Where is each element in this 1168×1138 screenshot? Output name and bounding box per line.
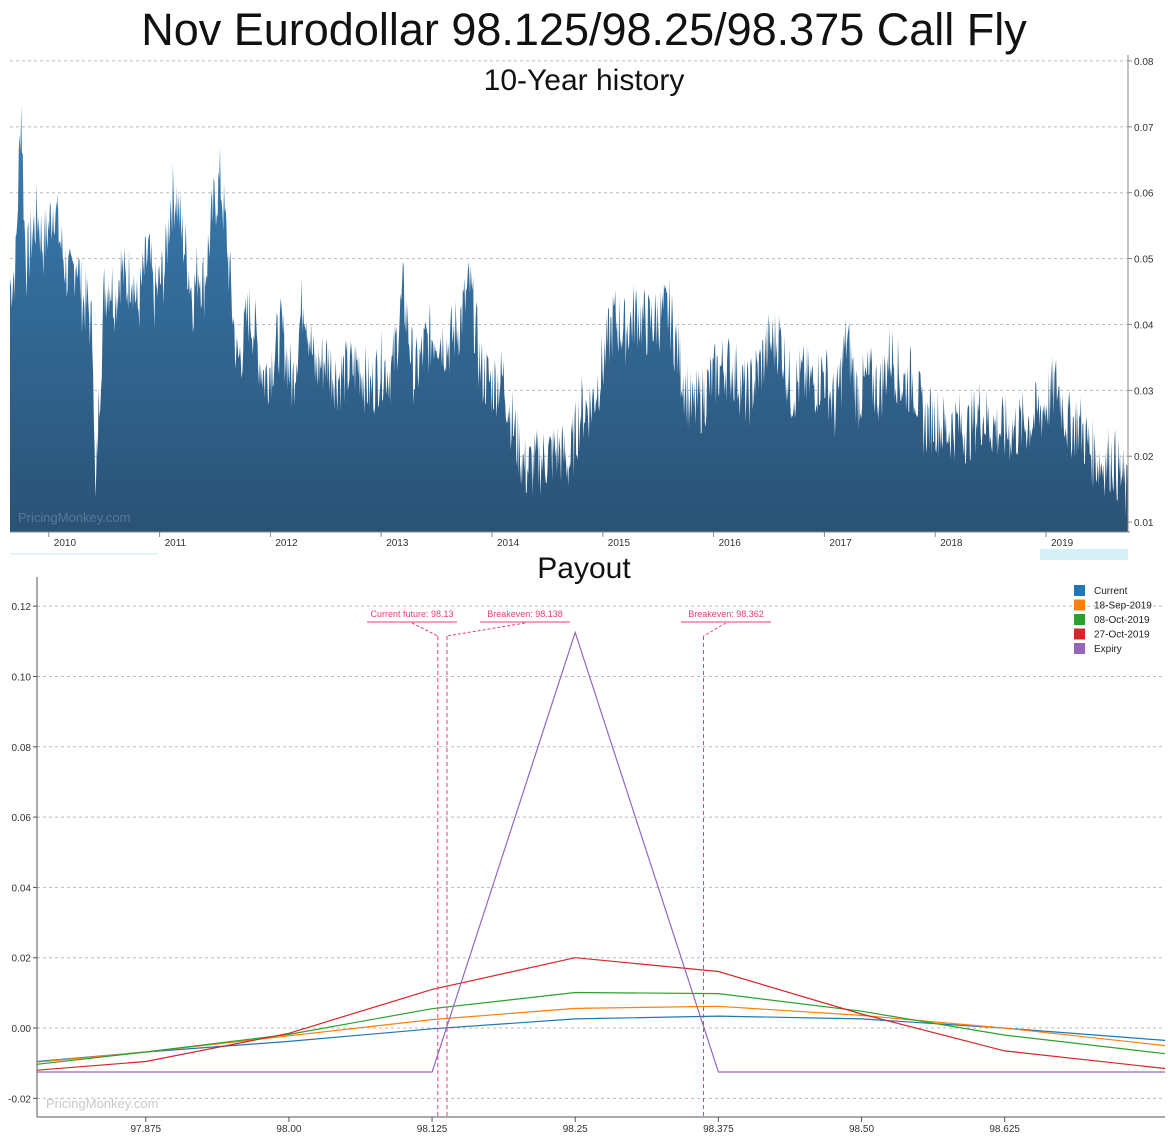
payout-y-tick-label: 0.10 [12,672,32,683]
payout-y-tick-label: 0.06 [12,813,32,824]
history-y-tick-label: 0.05 [1134,255,1154,266]
history-x-tick-label: 2015 [608,538,631,549]
history-x-tick-label: 2010 [54,538,77,549]
payout-x-tick-label: 98.125 [417,1124,448,1135]
payout-y-tick-label: 0.02 [12,954,32,965]
payout-chart-title: Payout [537,552,631,585]
payout-line-expiry[interactable] [37,630,1165,1073]
history-x-tick-label: 2011 [165,538,187,549]
history-chart-title: 10-Year history [483,64,685,97]
annotation-leader [703,622,727,637]
payout-x-ticks: 97.875 98.00 98.125 98.25 98.375 98.50 98.625 [130,1117,1020,1135]
legend-swatch [1074,628,1085,640]
history-y-tick-label: 0.07 [1134,123,1154,134]
payout-y-ticks: -0.02 0.00 0.02 0.04 0.06 0.08 0.10 0.12 [8,602,37,1105]
legend-swatch [1074,599,1085,611]
history-x-tick-label: 2016 [719,538,742,549]
payout-y-tick-label: 0.08 [12,743,32,754]
annotation-label: Breakeven: 98.138 [487,609,563,619]
payout-y-tick-label: 0.00 [12,1024,32,1035]
legend-swatch [1074,643,1085,654]
history-x-tick-label: 2014 [497,538,520,549]
payout-y-tick-label: 0.12 [12,602,32,613]
history-x-tick-label: 2019 [1051,538,1074,549]
history-plot [10,105,1128,532]
payout-y-tick-label: -0.02 [8,1094,31,1105]
history-y-tick-label: 0.01 [1134,518,1154,529]
history-x-tick-label: 2013 [386,538,409,549]
payout-series [36,630,1166,1073]
chart-title: Nov Eurodollar 98.125/98.25/98.375 Call … [141,4,1027,55]
payout-line-08-oct-2019[interactable] [36,991,1166,1065]
payout-line-current[interactable] [36,1015,1166,1063]
payout-annotations: Current future: 98.13 Breakeven: 98.138 Br… [367,609,771,1117]
payout-x-tick-label: 98.625 [989,1124,1020,1135]
payout-line-27-oct-2019[interactable] [36,957,1166,1071]
history-y-ticks: 0.01 0.02 0.03 0.04 0.05 0.06 0.07 0.08 [1128,57,1154,529]
legend-swatch [1074,614,1085,625]
history-y-tick-label: 0.08 [1134,57,1154,68]
legend-swatch [1074,585,1085,596]
payout-legend: Current 18-Sep-2019 08-Oct-2019 27-Oct-2019… [1074,585,1152,655]
annotation-leader [411,622,439,637]
history-area-series [10,105,1128,532]
payout-line-18-sep-2019[interactable] [36,1005,1166,1063]
legend-label[interactable]: 27-Oct-2019 [1094,630,1150,641]
history-y-tick-label: 0.03 [1134,386,1154,397]
history-y-tick-label: 0.04 [1134,320,1154,331]
annotation-label: Breakeven: 98.362 [688,609,764,619]
legend-label[interactable]: 08-Oct-2019 [1094,615,1150,626]
history-x-tick-label: 2018 [940,538,963,549]
payout-x-tick-label: 98.50 [849,1124,874,1135]
payout-x-tick-label: 98.375 [703,1124,734,1135]
history-y-tick-label: 0.06 [1134,189,1154,200]
history-watermark: PricingMonkey.com [18,510,130,525]
annotation-leader [446,622,526,637]
payout-x-tick-label: 98.00 [276,1124,301,1135]
history-y-tick-label: 0.02 [1134,452,1154,463]
annotation-label: Current future: 98.13 [370,609,453,619]
payout-x-tick-label: 97.875 [130,1124,161,1135]
payout-watermark: PricingMonkey.com [46,1096,158,1111]
legend-label[interactable]: 18-Sep-2019 [1094,601,1152,612]
legend-label[interactable]: Current [1094,586,1128,597]
payout-y-tick-label: 0.04 [12,883,32,894]
legend-label[interactable]: Expiry [1094,644,1122,655]
history-x-tick-label: 2012 [275,538,298,549]
history-x-ticks: 2010 2011 2012 2013 2014 2015 2016 2017 2018 2019 [48,532,1074,549]
payout-gridlines [37,605,1165,1099]
payout-x-tick-label: 98.25 [563,1124,588,1135]
history-x-tick-label: 2017 [829,538,852,549]
history-navigator-handle[interactable] [1040,549,1128,560]
